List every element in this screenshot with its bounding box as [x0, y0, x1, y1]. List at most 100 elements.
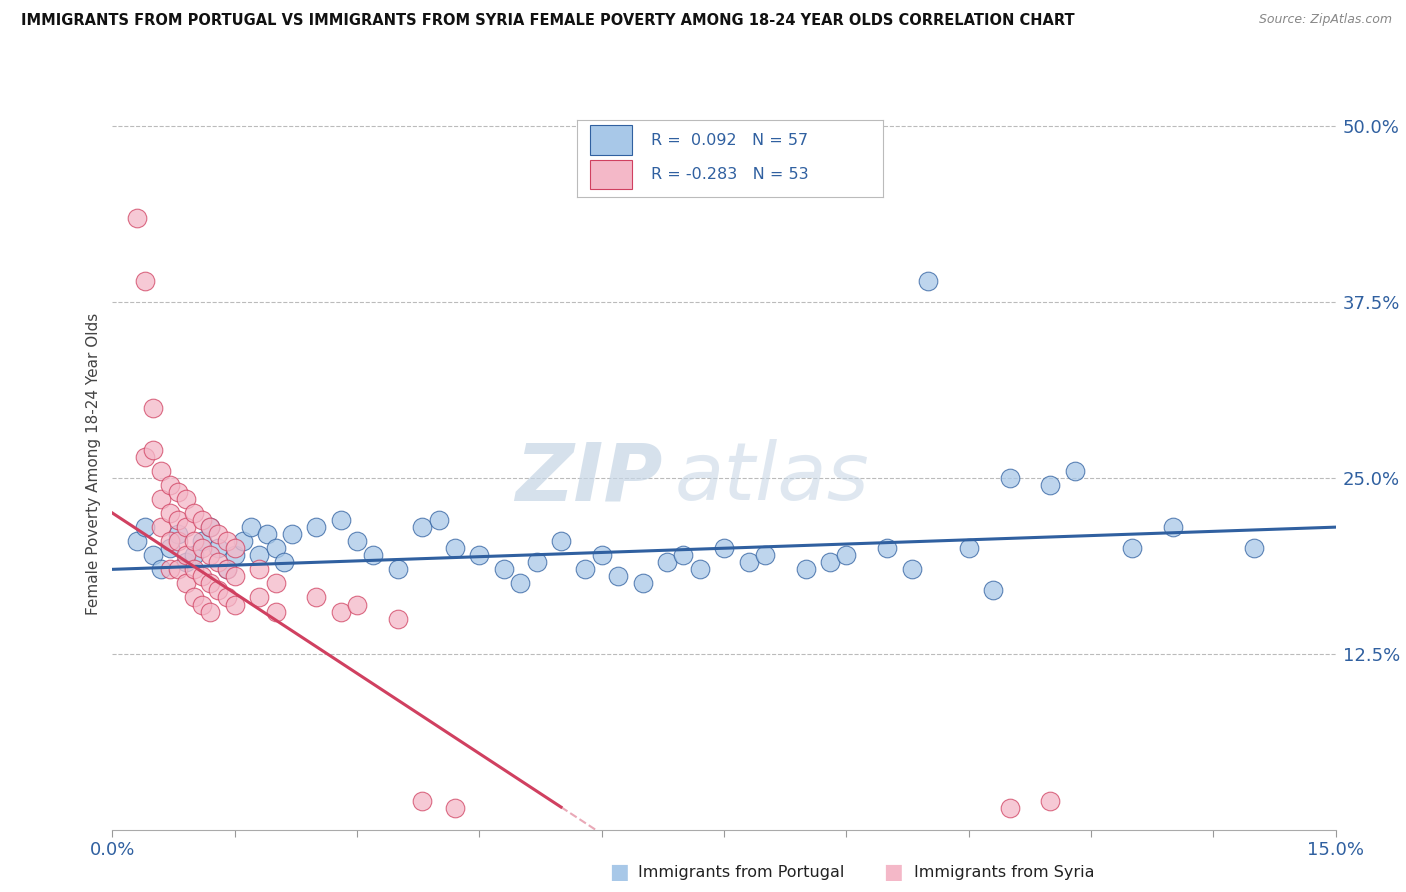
Point — [981, 583, 1004, 598]
Point — [526, 555, 548, 569]
Point — [174, 548, 197, 563]
Point — [224, 541, 246, 556]
Point — [689, 562, 711, 576]
Point — [166, 485, 188, 500]
Point — [591, 548, 613, 563]
Point — [166, 527, 188, 541]
Point — [232, 534, 254, 549]
Point — [917, 274, 939, 288]
Point — [159, 478, 181, 492]
Point — [134, 520, 156, 534]
Point — [191, 598, 214, 612]
Point — [159, 541, 181, 556]
Text: R =  0.092   N = 57: R = 0.092 N = 57 — [651, 133, 808, 147]
Point — [200, 605, 222, 619]
Text: R = -0.283   N = 53: R = -0.283 N = 53 — [651, 167, 808, 182]
Point — [713, 541, 735, 556]
Point — [150, 464, 173, 478]
Point — [363, 548, 385, 563]
Point — [900, 562, 922, 576]
Point — [200, 548, 222, 563]
Point — [264, 605, 287, 619]
Point — [444, 541, 467, 556]
Point — [411, 794, 433, 808]
Point — [166, 562, 188, 576]
Point — [150, 491, 173, 506]
Point — [166, 513, 188, 527]
Point — [794, 562, 817, 576]
Point — [305, 520, 328, 534]
Point — [1039, 478, 1062, 492]
Point — [737, 555, 759, 569]
Point — [174, 520, 197, 534]
Point — [174, 576, 197, 591]
Point — [183, 591, 205, 605]
Point — [224, 569, 246, 583]
Point — [200, 520, 222, 534]
Point — [305, 591, 328, 605]
Point — [1161, 520, 1184, 534]
Point — [191, 534, 214, 549]
Point — [468, 548, 491, 563]
FancyBboxPatch shape — [589, 160, 633, 189]
Y-axis label: Female Poverty Among 18-24 Year Olds: Female Poverty Among 18-24 Year Olds — [86, 313, 101, 615]
Text: ZIP: ZIP — [516, 440, 664, 517]
Point — [411, 520, 433, 534]
Point — [159, 562, 181, 576]
Point — [159, 506, 181, 520]
Point — [207, 541, 229, 556]
Point — [256, 527, 278, 541]
Text: Source: ZipAtlas.com: Source: ZipAtlas.com — [1258, 13, 1392, 27]
Point — [876, 541, 898, 556]
Text: atlas: atlas — [675, 440, 870, 517]
Point — [346, 534, 368, 549]
FancyBboxPatch shape — [589, 126, 633, 154]
Point — [191, 513, 214, 527]
Point — [509, 576, 531, 591]
Point — [174, 555, 197, 569]
Point — [150, 520, 173, 534]
Point — [142, 548, 165, 563]
Point — [200, 520, 222, 534]
Point — [329, 513, 352, 527]
Point — [134, 450, 156, 464]
Point — [957, 541, 980, 556]
Point — [273, 555, 295, 569]
Point — [264, 576, 287, 591]
Point — [672, 548, 695, 563]
Point — [247, 562, 270, 576]
Point — [183, 562, 205, 576]
Point — [215, 562, 238, 576]
Point — [183, 548, 205, 563]
Point — [191, 541, 214, 556]
Point — [550, 534, 572, 549]
Point — [224, 548, 246, 563]
Point — [1243, 541, 1265, 556]
Point — [174, 491, 197, 506]
Point — [607, 569, 630, 583]
Point — [492, 562, 515, 576]
Point — [166, 534, 188, 549]
Point — [215, 591, 238, 605]
Text: IMMIGRANTS FROM PORTUGAL VS IMMIGRANTS FROM SYRIA FEMALE POVERTY AMONG 18-24 YEA: IMMIGRANTS FROM PORTUGAL VS IMMIGRANTS F… — [21, 13, 1074, 29]
Point — [1063, 464, 1085, 478]
Point — [329, 605, 352, 619]
Point — [224, 598, 246, 612]
Text: ■: ■ — [883, 863, 903, 882]
Text: Immigrants from Portugal: Immigrants from Portugal — [638, 865, 845, 880]
Text: Immigrants from Syria: Immigrants from Syria — [914, 865, 1094, 880]
Point — [240, 520, 263, 534]
Point — [998, 471, 1021, 485]
Point — [818, 555, 841, 569]
Point — [215, 562, 238, 576]
Point — [1039, 794, 1062, 808]
Point — [631, 576, 654, 591]
Point — [247, 591, 270, 605]
Point — [134, 274, 156, 288]
Point — [444, 801, 467, 815]
Point — [150, 562, 173, 576]
Point — [655, 555, 678, 569]
Point — [215, 534, 238, 549]
Point — [264, 541, 287, 556]
Point — [387, 611, 409, 625]
